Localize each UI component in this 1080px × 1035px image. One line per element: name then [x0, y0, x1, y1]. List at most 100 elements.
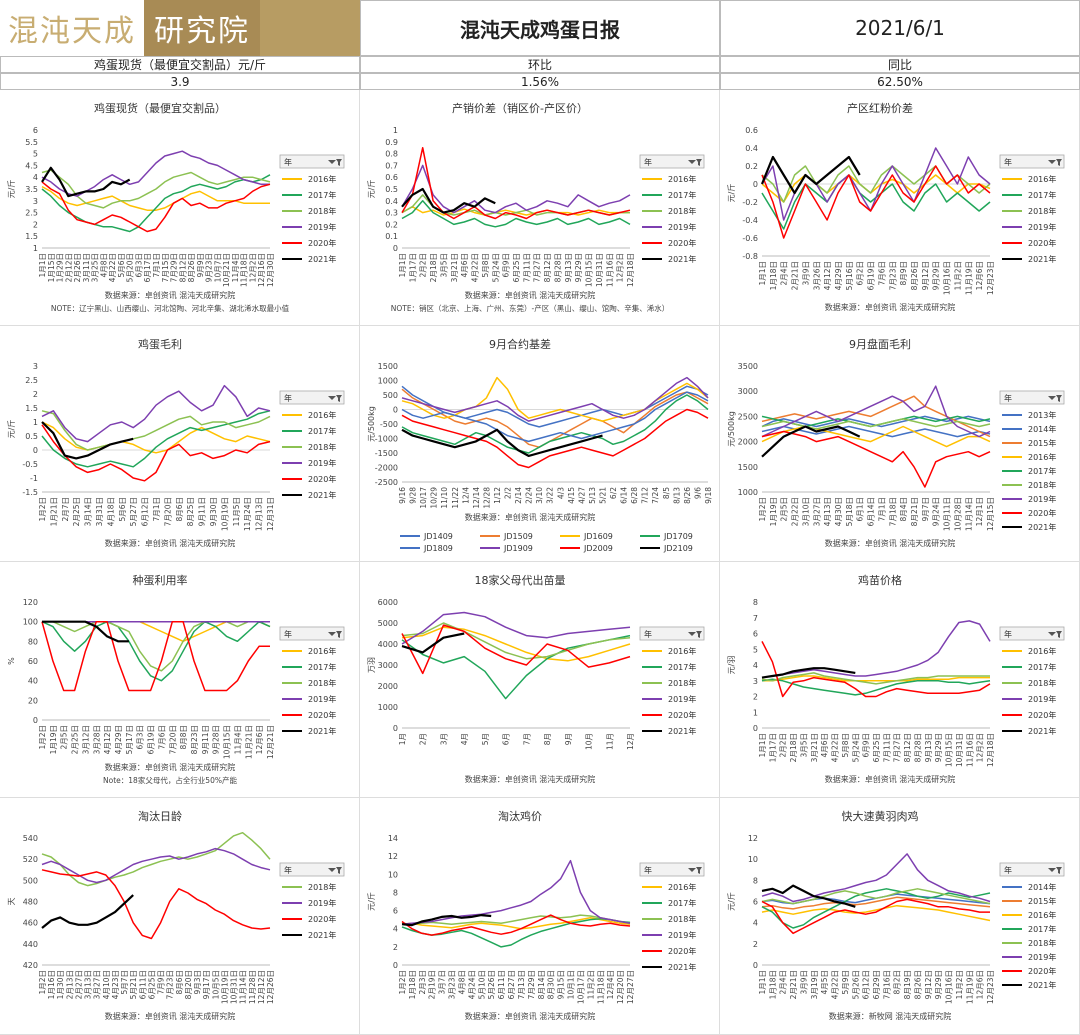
- series-line-2020年: [401, 914, 631, 936]
- x-tick-label: 8月12日: [903, 733, 912, 762]
- legend-header-box[interactable]: [999, 626, 1065, 641]
- legend-header-box[interactable]: [279, 862, 345, 877]
- legend-header[interactable]: 年: [279, 862, 345, 877]
- x-tick-label: 5月10日: [477, 970, 486, 999]
- legend-label: 2020年: [668, 238, 696, 248]
- x-tick-label: 10月11日: [943, 497, 952, 531]
- x-tick-label: 10月1日: [567, 970, 576, 999]
- series-line-2021年: [42, 620, 129, 643]
- x-tick-label: 9月12日: [921, 261, 930, 290]
- legend-label: 2021年: [1028, 254, 1056, 264]
- x-tick-label: 3月14日: [84, 497, 93, 526]
- x-tick-label: 1月1日: [758, 261, 767, 286]
- legend-header-label: 年: [284, 393, 292, 403]
- x-tick-label: 12月30日: [266, 253, 275, 287]
- x-tick-label: 5月6日: [117, 253, 126, 278]
- y-tick-label: 2: [33, 390, 38, 399]
- legend-label: 2020年: [1028, 508, 1056, 518]
- x-tick-label: 8月25日: [186, 497, 195, 526]
- legend-header[interactable]: 年: [279, 390, 345, 405]
- legend-header-box[interactable]: [999, 862, 1065, 877]
- legend-header[interactable]: 年: [999, 626, 1065, 641]
- y-axis-label: 元/斤: [366, 180, 376, 199]
- y-tick-label: 1500: [738, 463, 758, 472]
- x-tick-label: 10/17: [419, 487, 428, 509]
- x-tick-label: 9/6: [693, 487, 702, 499]
- legend-label: 2019年: [1028, 494, 1056, 504]
- series-line-2018年: [401, 914, 631, 925]
- series-line-2018年: [41, 169, 271, 209]
- legend-header-box[interactable]: [639, 626, 705, 641]
- legend-header[interactable]: 年: [279, 154, 345, 169]
- y-tick-label: 520: [23, 855, 38, 864]
- x-tick-label: 1月21日: [49, 497, 58, 526]
- x-tick-label: 7月11日: [522, 253, 531, 282]
- data-source: 数据来源：卓创资讯 混沌天成研究院: [825, 774, 956, 784]
- x-tick-label: 10月21日: [222, 253, 231, 287]
- legend-header-box[interactable]: [639, 862, 705, 877]
- x-tick-label: 4月13日: [823, 497, 832, 526]
- data-source: 数据来源：卓创资讯 混沌天成研究院: [825, 302, 956, 312]
- legend-header-box[interactable]: [279, 154, 345, 169]
- x-tick-label: 11月2日: [586, 970, 595, 999]
- legend-header-box[interactable]: [279, 390, 345, 405]
- x-tick-label: 3月9日: [801, 261, 810, 286]
- x-tick-label: 11月21日: [244, 725, 253, 759]
- legend-header-box[interactable]: [999, 390, 1065, 405]
- x-tick-label: 4月12日: [103, 725, 112, 754]
- legend-header[interactable]: 年: [639, 626, 705, 641]
- series-line-2015年: [761, 896, 991, 910]
- x-tick-label: 12月15日: [986, 497, 995, 531]
- x-tick-label: 12月18日: [986, 733, 995, 767]
- filter-icon: [336, 395, 342, 402]
- legend-label: 2013年: [1028, 410, 1056, 420]
- legend-label: 2017年: [1028, 190, 1056, 200]
- series-line-2020年: [401, 624, 631, 675]
- x-tick-label: 2月27日: [74, 970, 83, 999]
- x-tick-label: 11月16日: [605, 253, 614, 287]
- chart-title: 鸡蛋毛利: [138, 337, 182, 351]
- y-tick-label: 8: [393, 888, 398, 897]
- chart-panel-c12: 快大速黄羽肉鸡 0 2 4 6 8 10 12 元/斤 1月1日 1月18日 2月4日 2月21日 3月9…: [720, 798, 1080, 1035]
- legend-header[interactable]: 年: [999, 154, 1065, 169]
- y-tick-label: 3000: [378, 661, 398, 670]
- x-tick-label: 10月31日: [230, 970, 239, 1004]
- x-tick-label: 6月9日: [502, 253, 511, 278]
- legend-header-box[interactable]: [279, 626, 345, 641]
- legend-header[interactable]: 年: [639, 154, 705, 169]
- x-tick-label: 4/3: [556, 487, 565, 499]
- x-tick-label: 8月6日: [175, 497, 184, 522]
- x-tick-label: 1月1日: [758, 970, 767, 995]
- x-tick-label: 1月2日: [398, 970, 407, 995]
- y-tick-label: 1.5: [25, 404, 38, 413]
- y-tick-label: 3: [33, 362, 38, 371]
- x-tick-label: 2月21日: [789, 970, 798, 999]
- legend-header-box[interactable]: [999, 154, 1065, 169]
- legend-label: JD1509: [503, 532, 533, 541]
- legend-header[interactable]: 年: [999, 862, 1065, 877]
- x-tick-label: 3月31日: [95, 497, 104, 526]
- y-tick-label: -1.5: [22, 488, 38, 497]
- series-line-2019年: [401, 859, 631, 925]
- x-tick-label: 6月: [502, 733, 511, 745]
- x-tick-label: 11月14日: [239, 970, 248, 1004]
- series-line-2016年: [41, 185, 270, 211]
- legend-label: 2019年: [668, 694, 696, 704]
- chart-title: 18家父母代出苗量: [475, 573, 566, 587]
- legend-header[interactable]: 年: [999, 390, 1065, 405]
- y-tick-label: -2000: [375, 464, 398, 473]
- x-tick-label: 9/18: [704, 487, 713, 504]
- y-tick-label: 500: [23, 876, 38, 885]
- data-source: 数据来源：卓创资讯 混沌天成研究院: [465, 290, 596, 300]
- y-tick-label: 0.6: [385, 173, 398, 182]
- x-tick-label: 11月2日: [953, 261, 962, 290]
- dropdown-arrow-icon: [328, 160, 336, 164]
- filter-icon: [336, 631, 342, 638]
- legend-header-box[interactable]: [639, 154, 705, 169]
- x-tick-label: 2月4日: [780, 261, 789, 286]
- legend-header[interactable]: 年: [639, 862, 705, 877]
- legend-header[interactable]: 年: [279, 626, 345, 641]
- x-tick-label: 1月18日: [408, 970, 417, 999]
- series-line-2021年: [41, 421, 134, 460]
- y-tick-label: -1500: [375, 449, 398, 458]
